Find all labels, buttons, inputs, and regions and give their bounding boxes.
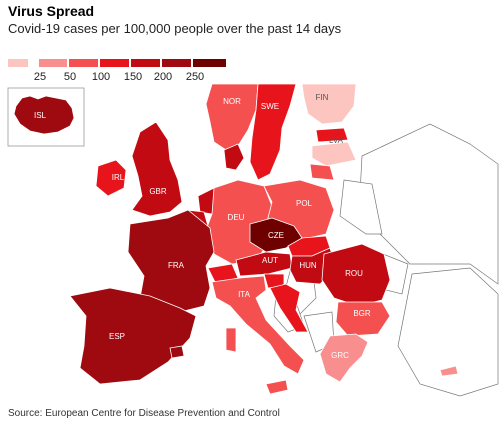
legend-swatch-6 [193, 59, 226, 67]
label-FIN: FIN [316, 93, 329, 102]
label-GBR: GBR [149, 187, 167, 196]
country-SIC[interactable] [265, 379, 289, 395]
label-POL: POL [296, 199, 313, 208]
legend-swatch-0 [8, 59, 28, 67]
country-HRV[interactable] [269, 283, 309, 333]
source-note: Source: European Centre for Disease Prev… [8, 408, 280, 419]
country-ESP[interactable] [69, 287, 197, 385]
country-DNK[interactable] [223, 143, 245, 171]
country-BGR[interactable] [335, 301, 391, 337]
legend-swatch-1 [39, 59, 67, 67]
label-ESP: ESP [109, 332, 125, 341]
label-HUN: HUN [299, 261, 317, 270]
chart-title: Virus Spread [8, 3, 95, 19]
country-LTU[interactable] [309, 163, 335, 181]
legend-tick-150: 150 [123, 71, 143, 83]
legend-tick-200: 200 [153, 71, 173, 83]
chart-subtitle: Covid-19 cases per 100,000 people over t… [8, 21, 342, 36]
country-LVA[interactable] [311, 141, 357, 167]
country-BAL[interactable] [169, 345, 185, 359]
country-GRC[interactable] [319, 333, 369, 383]
legend-swatch-5 [162, 59, 191, 67]
europe-map: ISL NOR SWE FIN LVA IRL GBR DEU POL CZE … [7, 84, 499, 397]
country-NOR[interactable] [205, 84, 259, 151]
legend-swatch-4 [131, 59, 160, 67]
label-IRL: IRL [112, 173, 125, 182]
label-LVA: LVA [329, 136, 344, 145]
label-FRA: FRA [168, 261, 185, 270]
country-ITA[interactable] [211, 275, 305, 375]
neighbour-land [273, 123, 499, 397]
label-DEU: DEU [228, 213, 245, 222]
legend-tick-250: 250 [185, 71, 205, 83]
label-CZE: CZE [268, 231, 284, 240]
label-BGR: BGR [353, 309, 371, 318]
country-GBR[interactable] [131, 121, 183, 217]
label-ROU: ROU [345, 269, 363, 278]
country-SWE[interactable] [249, 84, 297, 181]
legend-swatch-2 [69, 59, 98, 67]
label-AUT: AUT [262, 256, 278, 265]
legend-tick-100: 100 [91, 71, 111, 83]
country-CYP[interactable] [439, 365, 459, 377]
country-FIN[interactable] [301, 84, 357, 125]
country-ISL[interactable] [13, 95, 75, 135]
legend-tick-50: 50 [63, 71, 77, 83]
legend-swatch-3 [100, 59, 129, 67]
color-legend: 25 50 100 150 200 250 [8, 59, 228, 83]
label-GRC: GRC [331, 351, 349, 360]
label-NOR: NOR [223, 97, 241, 106]
country-EST[interactable] [315, 127, 349, 143]
country-SAR[interactable] [225, 327, 237, 353]
country-ROU[interactable] [321, 243, 391, 307]
country-IRL[interactable] [95, 159, 127, 197]
label-ITA: ITA [238, 290, 251, 299]
label-ISL: ISL [34, 111, 47, 120]
label-SWE: SWE [261, 102, 279, 111]
legend-tick-25: 25 [33, 71, 47, 83]
country-FRA[interactable] [127, 209, 215, 313]
